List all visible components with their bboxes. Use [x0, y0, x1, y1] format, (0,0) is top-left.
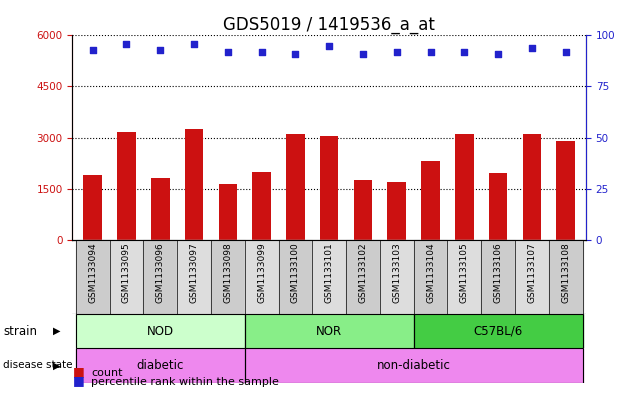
- Text: NOR: NOR: [316, 325, 342, 338]
- Point: [88, 46, 98, 53]
- Text: GSM1133098: GSM1133098: [224, 242, 232, 303]
- Text: GSM1133094: GSM1133094: [88, 242, 97, 303]
- Bar: [244, 348, 583, 383]
- Bar: [346, 240, 380, 314]
- Text: GSM1133099: GSM1133099: [257, 242, 266, 303]
- Bar: [83, 175, 102, 240]
- Bar: [387, 182, 406, 240]
- Bar: [117, 132, 136, 240]
- Point: [324, 42, 334, 49]
- Text: ▶: ▶: [53, 360, 60, 371]
- Text: GSM1133105: GSM1133105: [460, 242, 469, 303]
- Bar: [489, 173, 507, 240]
- Point: [290, 51, 301, 57]
- Bar: [219, 184, 237, 240]
- Bar: [549, 240, 583, 314]
- Text: ▶: ▶: [53, 326, 60, 336]
- Bar: [455, 134, 474, 240]
- Bar: [253, 172, 271, 240]
- Bar: [312, 240, 346, 314]
- Point: [223, 49, 233, 55]
- Point: [392, 49, 402, 55]
- Text: percentile rank within the sample: percentile rank within the sample: [91, 377, 279, 387]
- Text: non-diabetic: non-diabetic: [377, 359, 450, 372]
- Text: GSM1133102: GSM1133102: [358, 242, 367, 303]
- Text: GSM1133107: GSM1133107: [527, 242, 536, 303]
- Bar: [320, 136, 338, 240]
- Bar: [556, 141, 575, 240]
- Text: ■: ■: [72, 365, 84, 378]
- Bar: [522, 134, 541, 240]
- Point: [189, 40, 199, 47]
- Text: GSM1133104: GSM1133104: [426, 242, 435, 303]
- Bar: [144, 240, 177, 314]
- Bar: [244, 314, 414, 348]
- Point: [459, 49, 469, 55]
- Bar: [185, 129, 203, 240]
- Bar: [421, 162, 440, 240]
- Point: [122, 40, 132, 47]
- Bar: [244, 314, 414, 348]
- Bar: [244, 240, 278, 314]
- Text: GSM1133108: GSM1133108: [561, 242, 570, 303]
- Bar: [76, 314, 244, 348]
- Bar: [481, 240, 515, 314]
- Text: GSM1133103: GSM1133103: [392, 242, 401, 303]
- Point: [155, 46, 165, 53]
- Bar: [76, 348, 244, 383]
- Text: GSM1133100: GSM1133100: [291, 242, 300, 303]
- Text: disease state: disease state: [3, 360, 72, 371]
- Text: GSM1133095: GSM1133095: [122, 242, 131, 303]
- Bar: [414, 314, 583, 348]
- Bar: [76, 314, 244, 348]
- Bar: [286, 134, 305, 240]
- Bar: [414, 240, 447, 314]
- Bar: [447, 240, 481, 314]
- Text: GSM1133101: GSM1133101: [324, 242, 334, 303]
- Point: [527, 44, 537, 51]
- Text: GSM1133097: GSM1133097: [190, 242, 198, 303]
- Point: [256, 49, 266, 55]
- Point: [358, 51, 368, 57]
- Text: C57BL/6: C57BL/6: [474, 325, 523, 338]
- Point: [561, 49, 571, 55]
- Bar: [515, 240, 549, 314]
- Bar: [278, 240, 312, 314]
- Text: strain: strain: [3, 325, 37, 338]
- Bar: [414, 314, 583, 348]
- Bar: [380, 240, 414, 314]
- Bar: [353, 180, 372, 240]
- Text: count: count: [91, 369, 123, 378]
- Bar: [211, 240, 244, 314]
- Text: diabetic: diabetic: [137, 359, 184, 372]
- Text: GSM1133106: GSM1133106: [493, 242, 503, 303]
- Text: ■: ■: [72, 374, 84, 387]
- Title: GDS5019 / 1419536_a_at: GDS5019 / 1419536_a_at: [223, 16, 435, 34]
- Bar: [76, 240, 110, 314]
- Point: [425, 49, 435, 55]
- Bar: [244, 348, 583, 383]
- Bar: [177, 240, 211, 314]
- Bar: [110, 240, 144, 314]
- Text: GSM1133096: GSM1133096: [156, 242, 165, 303]
- Bar: [151, 178, 169, 240]
- Point: [493, 51, 503, 57]
- Bar: [76, 348, 244, 383]
- Text: NOD: NOD: [147, 325, 174, 338]
